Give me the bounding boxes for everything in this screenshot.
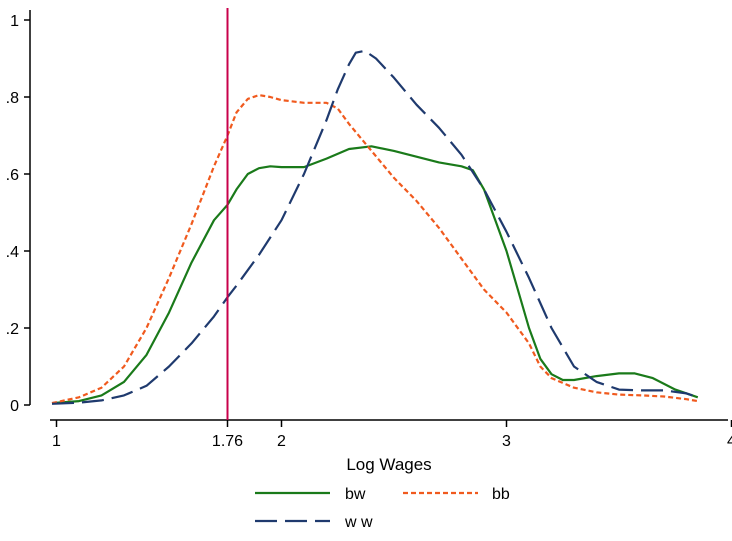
- legend-label-ww: w w: [344, 514, 373, 531]
- series-line-bb: [51, 93, 698, 405]
- x-tick-label: 3: [502, 433, 511, 450]
- x-axis-title: Log Wages: [346, 455, 431, 474]
- x-tick-label: 4: [727, 433, 732, 450]
- y-tick-label: .4: [6, 244, 19, 261]
- y-tick-label: 1: [10, 13, 19, 30]
- series-layer: [51, 8, 699, 420]
- series-line-ww: [51, 49, 699, 405]
- series-line-bw: [51, 145, 699, 405]
- y-axis: 0 .2 .4 .6 .8 1: [6, 10, 31, 415]
- x-axis: Log Wages 1 1.76 2 3 4: [50, 419, 732, 474]
- x-tick-label: 2: [277, 433, 286, 450]
- y-tick-label: 0: [10, 398, 19, 415]
- legend: bw bb w w: [255, 486, 510, 531]
- y-tick-label: .8: [6, 90, 19, 107]
- y-tick-label: .2: [6, 321, 19, 338]
- legend-label-bw: bw: [345, 486, 366, 503]
- legend-label-bb: bb: [492, 486, 510, 503]
- x-tick-label: 1: [52, 433, 61, 450]
- y-tick-label: .6: [6, 167, 19, 184]
- x-tick-label: 1.76: [212, 433, 243, 450]
